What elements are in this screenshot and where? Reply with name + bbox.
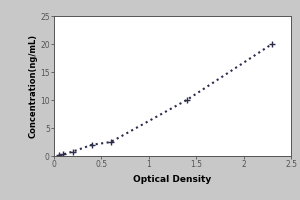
Y-axis label: Concentration(ng/mL): Concentration(ng/mL) [28, 34, 38, 138]
X-axis label: Optical Density: Optical Density [134, 175, 212, 184]
